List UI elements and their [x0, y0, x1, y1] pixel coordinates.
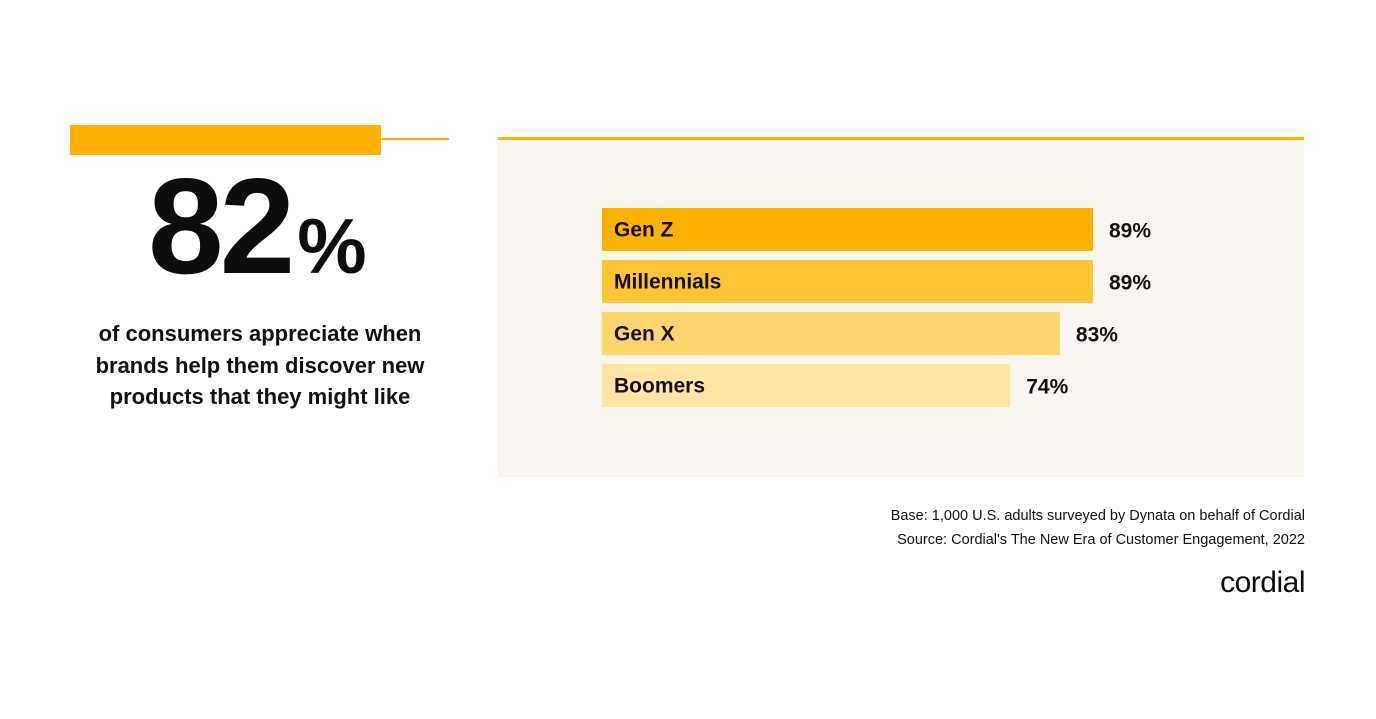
bar-category-label: Millennials [614, 271, 721, 294]
chart-panel [498, 140, 1304, 477]
cordial-logo: cordial [1220, 566, 1305, 599]
bar-value-label: 74% [1026, 376, 1068, 399]
headline-percent-sign: % [297, 202, 367, 290]
bar-value-label: 89% [1109, 220, 1151, 243]
bar-chart: Gen Z 89% Millennials 89% Gen X 83% Boomers 74% [602, 208, 1151, 407]
headline-description: of consumers appreciate when brands help… [95, 321, 425, 409]
panel-top-rule [498, 137, 1304, 140]
source-notes: Base: 1,000 U.S. adults surveyed by Dyna… [891, 504, 1305, 552]
bar-category-label: Gen Z [614, 219, 674, 242]
headline-number: 82 [148, 150, 295, 302]
bar-gen-x [602, 312, 1060, 355]
bar-boomers [602, 364, 1011, 407]
accent-line [381, 138, 449, 140]
bar-millennials [602, 260, 1093, 303]
bar-category-label: Boomers [614, 375, 705, 398]
base-note: Base: 1,000 U.S. adults surveyed by Dyna… [890, 508, 1305, 524]
bar-category-label: Gen X [614, 323, 675, 346]
headline-stat: 82 % [148, 158, 367, 308]
bar-value-label: 89% [1109, 272, 1151, 295]
accent-block [70, 125, 381, 155]
source-note: Source: Cordial's The New Era of Custome… [897, 532, 1305, 548]
bar-value-label: 83% [1076, 324, 1118, 347]
bar-gen-z [602, 208, 1093, 251]
